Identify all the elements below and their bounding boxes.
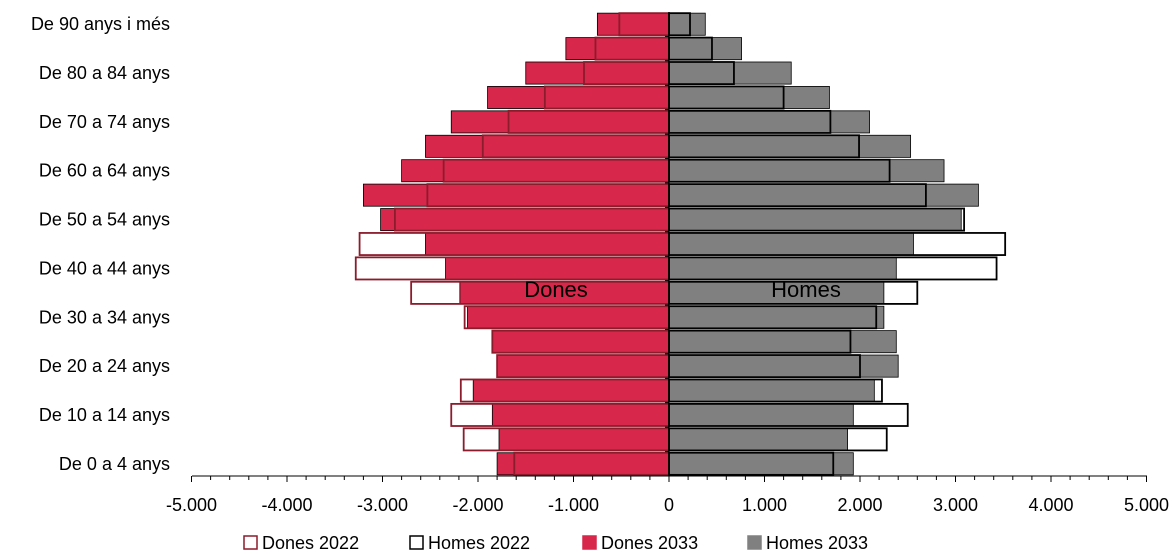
annotation-homes: Homes xyxy=(771,277,841,302)
bar-homes-2033-11 xyxy=(668,183,979,207)
bar-dones-2033-11 xyxy=(362,183,670,207)
bar-homes-2033-15 xyxy=(668,86,830,109)
y-category-label: De 90 anys i més xyxy=(31,14,170,34)
y-category-label: De 30 a 34 anys xyxy=(39,307,170,327)
x-tick-label: -4.000 xyxy=(261,495,312,515)
annotation-dones: Dones xyxy=(524,277,588,302)
bar-homes-2033-17 xyxy=(668,37,742,61)
y-category-label: De 50 a 54 anys xyxy=(39,210,170,230)
bar-dones-2033-14 xyxy=(450,110,670,134)
legend-label-homes-2033: Homes 2033 xyxy=(766,533,868,553)
y-category-label: De 80 a 84 anys xyxy=(39,63,170,83)
bar-dones-2033-2 xyxy=(491,403,670,427)
bar-dones-2033-13 xyxy=(425,134,670,158)
bar-dones-2033-18 xyxy=(596,12,670,36)
x-tick-label: 4.000 xyxy=(1028,495,1073,515)
legend-swatch-homes-2033 xyxy=(747,535,762,550)
bar-homes-2033-13 xyxy=(668,134,912,158)
bar-dones-2033-0 xyxy=(496,452,670,476)
bar-homes-2033-16 xyxy=(668,61,792,85)
bar-dones-2033-9 xyxy=(425,232,670,256)
x-axis: -5.000 -4.000 -3.000 -2.000 -1.000 0 1.000 2.00… xyxy=(166,475,1169,515)
bar-homes-2033-6 xyxy=(668,305,885,329)
x-tick-label: -2.000 xyxy=(452,495,503,515)
bar-homes-2033-18 xyxy=(668,12,706,36)
legend-swatch-dones-2033 xyxy=(582,535,597,550)
legend-swatch-homes-2022 xyxy=(409,535,424,550)
legend-swatch-dones-2022 xyxy=(243,535,258,550)
y-category-label: De 20 a 24 anys xyxy=(39,356,170,376)
bar-homes-2033-9 xyxy=(668,232,914,256)
bar-homes-2033-4 xyxy=(668,354,899,378)
legend-label-dones-2022: Dones 2022 xyxy=(262,533,359,553)
bar-homes-2033-5 xyxy=(668,330,897,354)
bar-homes-2033-14 xyxy=(668,110,870,134)
x-tick-label: 0 xyxy=(664,495,674,515)
x-tick-label: -1.000 xyxy=(548,495,599,515)
y-category-label: De 60 a 64 anys xyxy=(39,161,170,181)
x-tick-label: -5.000 xyxy=(166,495,217,515)
bar-homes-2033-2 xyxy=(668,403,854,427)
bar-dones-2033-3 xyxy=(472,379,670,402)
bar-dones-2033-5 xyxy=(491,330,670,354)
bar-dones-2033-1 xyxy=(498,427,670,451)
bar-dones-2033-16 xyxy=(525,61,670,85)
y-category-label: De 10 a 14 anys xyxy=(39,405,170,425)
x-tick-label: 3.000 xyxy=(933,495,978,515)
y-category-label: De 40 a 44 anys xyxy=(39,258,170,278)
legend-label-dones-2033: Dones 2033 xyxy=(601,533,698,553)
bar-homes-2033-12 xyxy=(668,159,945,183)
bar-dones-2033-4 xyxy=(496,354,670,378)
bar-homes-2033-10 xyxy=(668,208,962,232)
x-tick-label: 5.000 xyxy=(1124,495,1169,515)
y-axis: De 0 a 4 anys De 10 a 14 anys De 20 a 24 a… xyxy=(31,14,669,477)
legend: Dones 2022 Homes 2022 Dones 2033 Homes 2033 xyxy=(243,533,868,553)
x-tick-label: 1.000 xyxy=(742,495,787,515)
y-category-label: De 70 a 74 anys xyxy=(39,112,170,132)
bar-dones-2033-10 xyxy=(380,208,670,232)
bar-homes-2033-3 xyxy=(668,379,875,402)
bar-dones-2033-17 xyxy=(565,37,670,61)
bar-homes-2033-0 xyxy=(668,452,854,476)
x-tick-label: -3.000 xyxy=(357,495,408,515)
x-tick-label: 2.000 xyxy=(837,495,882,515)
bar-dones-2033-12 xyxy=(401,159,670,183)
bar-dones-2033-6 xyxy=(467,305,670,329)
y-category-label: De 0 a 4 anys xyxy=(59,454,170,474)
bar-dones-2033-15 xyxy=(487,86,670,109)
bars-2033-group xyxy=(362,12,979,476)
bar-homes-2033-1 xyxy=(668,427,848,451)
legend-label-homes-2022: Homes 2022 xyxy=(428,533,530,553)
